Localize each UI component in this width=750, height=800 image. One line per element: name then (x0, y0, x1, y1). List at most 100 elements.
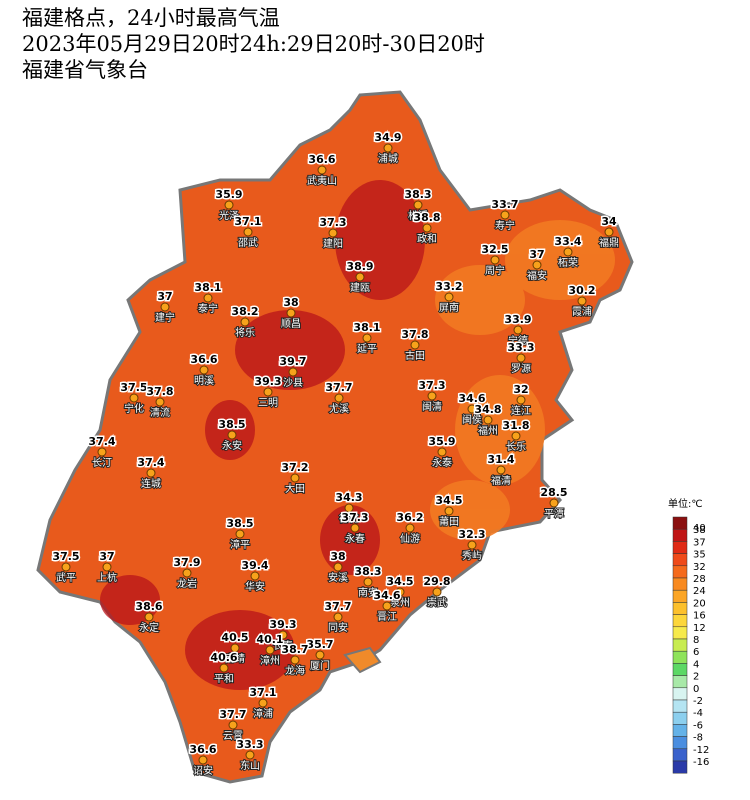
legend-swatch (672, 553, 688, 567)
station-dot (410, 340, 420, 350)
station-name: 福鼎 (599, 236, 619, 249)
station-name: 漳州 (260, 654, 280, 667)
legend-swatch (672, 687, 688, 701)
station-name: 罗源 (511, 362, 531, 375)
station-value: 38.1 (353, 321, 380, 334)
station-value: 33.3 (507, 341, 534, 354)
source: 福建省气象台 (22, 58, 148, 82)
station-name: 平和 (214, 673, 234, 685)
station-value: 40.5 (221, 631, 248, 644)
station-name: 闽清 (422, 400, 442, 413)
station-value: 29.8 (423, 575, 450, 588)
station-dot (405, 523, 415, 533)
legend-label: 28 (693, 574, 706, 585)
station-dot (467, 404, 477, 414)
station-value: 32 (513, 383, 528, 396)
station-dot (102, 562, 112, 572)
station-dot (240, 317, 250, 327)
station-name: 沙县 (283, 377, 303, 389)
station-value: 38 (330, 550, 345, 563)
station-value: 30.2 (568, 284, 595, 297)
station-name: 明溪 (194, 375, 214, 387)
station-value: 36.2 (396, 511, 423, 524)
station-name: 龙海 (285, 664, 305, 677)
legend-label: -2 (693, 696, 703, 707)
station-value: 37.3 (341, 511, 368, 524)
station-dot (382, 601, 392, 611)
station-dot (146, 468, 156, 478)
station-dot (230, 643, 240, 653)
station-value: 32.5 (481, 243, 508, 256)
station-dot (290, 655, 300, 665)
station-dot (243, 227, 253, 237)
station-name: 光泽 (219, 209, 239, 222)
station-dot (155, 397, 165, 407)
station-value: 35.7 (306, 638, 333, 651)
subtitle: 2023年05月29日20时24h:29日20时-30日20时 (22, 32, 485, 56)
station-dot (245, 750, 255, 760)
legend-swatch (672, 589, 688, 603)
station-name: 安溪 (328, 571, 348, 584)
station-dot (328, 228, 338, 238)
station-value: 38.3 (404, 188, 431, 201)
station-value: 38.2 (231, 305, 258, 318)
station-name: 建瓯 (350, 281, 370, 294)
station-value: 37.3 (319, 216, 346, 229)
legend-label: -8 (693, 733, 703, 744)
station-name: 邵武 (238, 236, 258, 249)
legend-label: -16 (693, 757, 709, 768)
station-name: 建阳 (323, 237, 343, 250)
legend-swatch (672, 541, 688, 554)
legend-label: 12 (693, 623, 706, 634)
station-value: 38.3 (354, 565, 381, 578)
station-name: 建宁 (155, 311, 175, 324)
station-dot (182, 568, 192, 578)
station-dot (500, 210, 510, 220)
station-name: 福安 (527, 269, 547, 282)
station-value: 38.5 (226, 517, 253, 530)
station-value: 37.8 (146, 385, 173, 398)
station-value: 37 (99, 550, 114, 563)
station-value: 39.3 (254, 375, 281, 388)
station-name: 东山 (240, 759, 260, 772)
station-dot (263, 387, 273, 397)
station-name: 永春 (345, 532, 365, 545)
station-dot (61, 562, 71, 572)
station-dot (129, 393, 139, 403)
station-dot (516, 395, 526, 405)
station-name: 永安 (222, 439, 242, 452)
station-name: 漳平 (230, 538, 250, 551)
station-value: 37 (157, 290, 172, 303)
station-dot (250, 571, 260, 581)
station-name: 平潭 (544, 508, 564, 520)
station-value: 35.9 (215, 188, 242, 201)
title: 福建格点，24小时最高气温 (22, 6, 280, 30)
station-name: 漳浦 (253, 707, 273, 720)
station-dot (483, 415, 493, 425)
station-value: 40.1 (256, 633, 283, 646)
station-name: 宁化 (124, 402, 144, 415)
station-name: 仙游 (400, 532, 420, 545)
station-value: 39.3 (269, 618, 296, 631)
station-dot (362, 333, 372, 343)
station-name: 浦城 (378, 152, 398, 165)
station-name: 三明 (258, 397, 278, 409)
legend-swatch (672, 602, 688, 615)
station-value: 37.7 (219, 708, 246, 721)
station-dot (355, 272, 365, 282)
station-dot (427, 391, 437, 401)
station-dot (97, 447, 107, 457)
legend-swatch (672, 748, 688, 762)
station-name: 德化 (339, 512, 359, 525)
station-dot (577, 296, 587, 306)
station-value: 37 (529, 248, 544, 261)
station-dot (144, 612, 154, 622)
legend-label: 6 (693, 647, 699, 658)
station-name: 大田 (285, 482, 305, 495)
station-name: 顺昌 (281, 318, 301, 330)
station-name: 宁德 (508, 334, 528, 347)
station-value: 37.5 (120, 381, 147, 394)
legend-label: 4 (693, 659, 699, 670)
station-value: 38.6 (135, 600, 162, 613)
